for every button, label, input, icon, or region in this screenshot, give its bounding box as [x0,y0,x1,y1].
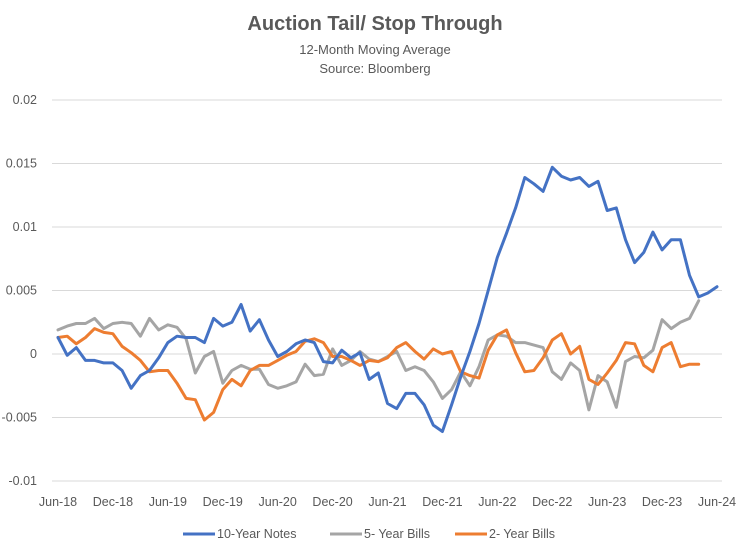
chart-subtitle-line-1: 12-Month Moving Average [299,42,451,57]
legend-label: 2- Year Bills [489,527,555,541]
legend-item: 10-Year Notes [183,527,296,541]
x-tick-label: Jun-24 [698,495,736,509]
series-lines [56,165,719,433]
legend-item: 2- Year Bills [455,527,555,541]
x-tick-label: Jun-19 [149,495,187,509]
legend-item: 5- Year Bills [330,527,430,541]
y-tick-label: -0.005 [2,411,37,425]
y-tick-label: 0.015 [6,157,37,171]
y-tick-label: 0 [30,347,37,361]
legend-label: 5- Year Bills [364,527,430,541]
chart-title: Auction Tail/ Stop Through [247,13,502,35]
series-line-2-year-bills [56,327,701,422]
y-axis-ticks: 0.02 0.015 0.01 0.005 0 -0.005 -0.01 [2,93,38,488]
legend: 10-Year Notes 5- Year Bills 2- Year Bills [183,527,555,541]
x-tick-label: Dec-22 [532,495,572,509]
series-line-5-year-bills [56,299,701,412]
x-tick-label: Dec-23 [642,495,682,509]
x-tick-label: Dec-18 [93,495,133,509]
x-tick-label: Jun-20 [259,495,297,509]
x-tick-label: Jun-23 [588,495,626,509]
x-axis-ticks: Jun-18 Dec-18 Jun-19 Dec-19 Jun-20 Dec-20 Jun-… [39,495,736,509]
x-tick-label: Jun-18 [39,495,77,509]
y-tick-label: 0.02 [13,93,37,107]
y-tick-label: 0.01 [13,220,37,234]
legend-label: 10-Year Notes [217,527,296,541]
gridlines [52,99,722,482]
x-tick-label: Jun-21 [368,495,406,509]
chart-subtitle-line-2: Source: Bloomberg [319,61,430,76]
x-tick-label: Dec-19 [203,495,243,509]
x-tick-label: Dec-20 [312,495,352,509]
y-tick-label: 0.005 [6,284,37,298]
y-tick-label: -0.01 [9,474,38,488]
series-line-10-year-notes [56,165,719,433]
x-tick-label: Jun-22 [478,495,516,509]
x-tick-label: Dec-21 [422,495,462,509]
